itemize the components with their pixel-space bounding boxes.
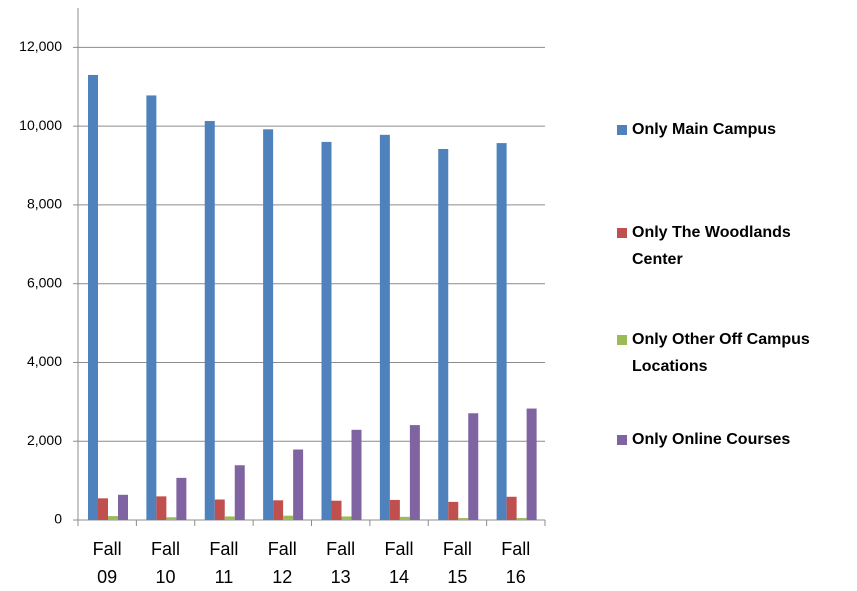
bar xyxy=(234,465,245,520)
legend-swatch xyxy=(617,228,627,238)
bar xyxy=(448,501,459,520)
bar xyxy=(273,500,284,520)
bar xyxy=(399,516,410,520)
bar xyxy=(351,429,362,520)
bar xyxy=(321,141,332,520)
y-tick-label: 12,000 xyxy=(19,38,62,54)
bar xyxy=(389,499,400,520)
bar xyxy=(204,121,215,520)
bar xyxy=(468,413,479,520)
legend-label: Only Online Courses xyxy=(632,431,790,448)
legend-label: Only Main Campus xyxy=(632,121,776,138)
bar xyxy=(108,516,118,520)
y-tick-label: 8,000 xyxy=(27,196,62,212)
bar xyxy=(438,148,449,520)
y-tick-label: 0 xyxy=(54,511,62,527)
y-tick-label: 2,000 xyxy=(27,432,62,448)
x-tick-label: Fall 12 xyxy=(268,539,297,587)
x-tick-label: Fall 09 xyxy=(93,539,122,587)
bar xyxy=(409,425,420,520)
bar xyxy=(516,518,527,520)
y-tick-label: 6,000 xyxy=(27,274,62,290)
bar xyxy=(458,518,469,520)
bar xyxy=(526,408,537,520)
bar xyxy=(293,449,304,520)
bar xyxy=(331,500,342,520)
bar xyxy=(283,515,294,520)
bar xyxy=(98,498,108,520)
bar xyxy=(156,496,167,520)
bar xyxy=(496,143,507,520)
legend-swatch xyxy=(617,125,627,135)
bar xyxy=(88,74,98,520)
x-tick-label: Fall 15 xyxy=(443,539,472,587)
bar xyxy=(379,134,390,520)
legend-label: Only The Woodlands Center xyxy=(632,224,791,268)
bar xyxy=(146,95,157,521)
x-tick-label: Fall 16 xyxy=(501,539,530,587)
bar xyxy=(118,494,128,520)
y-tick-label: 10,000 xyxy=(19,117,62,133)
bar xyxy=(506,496,517,520)
legend-swatch xyxy=(617,435,627,445)
legend-swatch xyxy=(617,335,627,345)
x-tick-label: Fall 13 xyxy=(326,539,355,587)
x-tick-label: Fall 10 xyxy=(151,539,180,587)
bar xyxy=(224,516,235,520)
legend-label: Only Other Off Campus Locations xyxy=(632,331,810,375)
bar xyxy=(341,516,352,520)
y-tick-label: 4,000 xyxy=(27,353,62,369)
bar xyxy=(263,129,274,520)
bar xyxy=(176,477,187,520)
x-tick-label: Fall 14 xyxy=(385,539,414,587)
bar xyxy=(166,517,177,520)
x-tick-label: Fall 11 xyxy=(209,539,238,587)
bar xyxy=(214,499,225,520)
